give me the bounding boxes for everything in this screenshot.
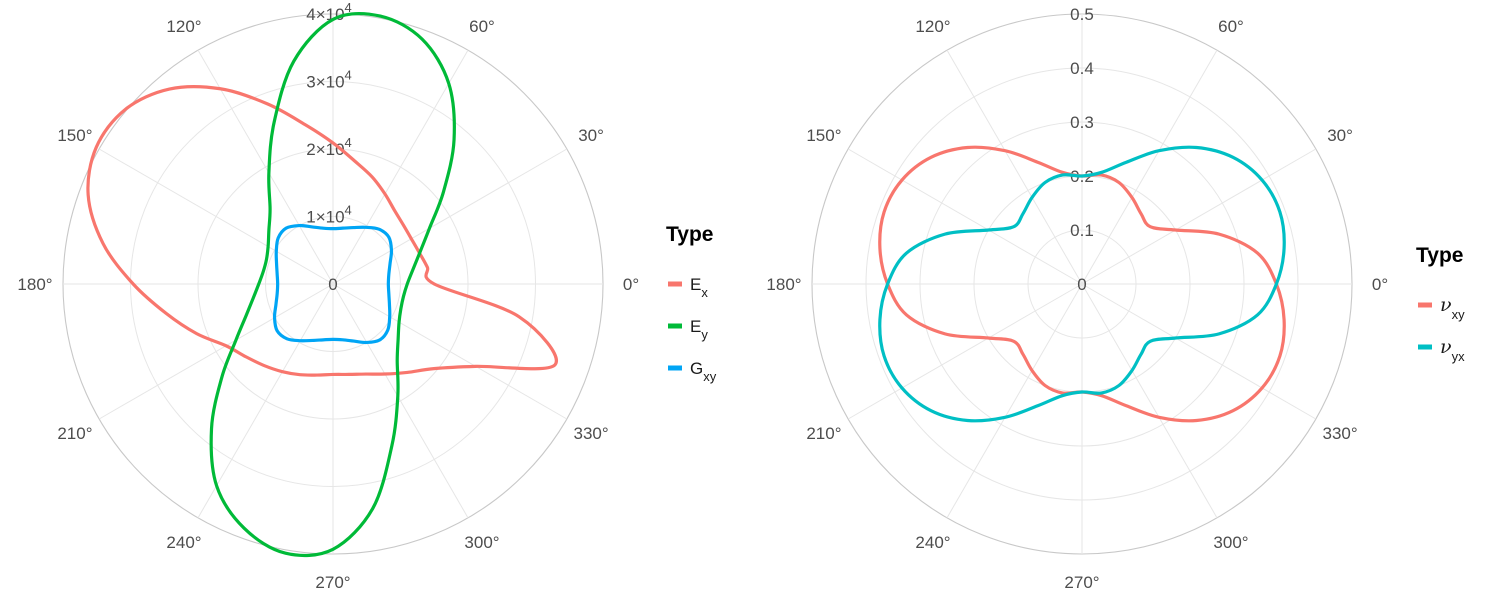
polar-grid-spoke xyxy=(332,283,568,420)
polar-grid-spoke xyxy=(332,283,469,519)
radial-tick-label: 0.4 xyxy=(1070,59,1094,78)
legend-label-Ey: Ey xyxy=(690,317,708,342)
series-line-Ex xyxy=(86,85,558,377)
legend-label-Gxy: Gxy xyxy=(690,359,717,384)
radial-tick-label: 0 xyxy=(328,275,337,294)
radial-tick-label: 0.5 xyxy=(1070,5,1094,24)
angle-tick-label: 210° xyxy=(806,424,841,443)
angle-tick-label: 0° xyxy=(1372,275,1388,294)
angle-tick-label: 0° xyxy=(623,275,639,294)
radial-tick-label: 0.1 xyxy=(1070,221,1094,240)
polar-grid-spoke xyxy=(1081,148,1317,285)
radial-tick-label: 3×104 xyxy=(306,68,352,92)
polar-grid-spoke xyxy=(946,283,1083,519)
legend-label-Ex: Ex xyxy=(690,275,708,300)
angle-tick-label: 30° xyxy=(578,126,604,145)
series-line-Gxy xyxy=(272,223,394,345)
polar-grid-spoke xyxy=(1081,283,1317,420)
angle-tick-label: 60° xyxy=(469,17,495,36)
angle-tick-label: 240° xyxy=(166,533,201,552)
angle-tick-label: 300° xyxy=(464,533,499,552)
radial-tick-label: 0 xyxy=(1077,275,1086,294)
radial-tick-label: 0.3 xyxy=(1070,113,1094,132)
angle-tick-label: 150° xyxy=(806,126,841,145)
polar-grid-spoke xyxy=(847,148,1083,285)
angle-tick-label: 270° xyxy=(315,573,350,592)
angle-tick-label: 330° xyxy=(573,424,608,443)
legend-title: Type xyxy=(666,223,713,246)
radial-tick-label: 1×104 xyxy=(306,203,352,227)
angle-tick-label: 300° xyxy=(1213,533,1248,552)
polar-grid-spoke xyxy=(197,283,334,519)
angle-tick-label: 60° xyxy=(1218,17,1244,36)
legend-label-nuxy: νxy xyxy=(1440,294,1465,322)
polar-grid-spoke xyxy=(946,49,1083,285)
angle-tick-label: 270° xyxy=(1064,573,1099,592)
series-line-Ey xyxy=(209,12,456,558)
legend-label-nuyx: νyx xyxy=(1440,336,1465,364)
angle-tick-label: 180° xyxy=(766,275,801,294)
angle-tick-label: 30° xyxy=(1327,126,1353,145)
polar-grid-spoke xyxy=(332,49,469,285)
left-chart-legend: Type Ex Ey Gxy xyxy=(666,223,717,384)
right-chart-legend: Type νxy νyx xyxy=(1416,244,1465,364)
polar-grid-spoke xyxy=(847,283,1083,420)
left-polar-chart: 0° 30° 60° 120° 150° 180° 210° 240° 270° 300° 330°… xyxy=(17,0,639,592)
polar-grid-spoke xyxy=(332,148,568,285)
polar-grid-spoke xyxy=(1081,49,1218,285)
angle-tick-label: 120° xyxy=(915,17,950,36)
angle-tick-label: 240° xyxy=(915,533,950,552)
polar-grid-spoke xyxy=(98,148,334,285)
series-line-nuyx xyxy=(878,145,1286,423)
legend-title: Type xyxy=(1416,244,1463,267)
angle-tick-label: 150° xyxy=(57,126,92,145)
right-polar-chart: 0° 30° 60° 120° 150° 180° 210° 240° 270° 300° 330°… xyxy=(766,5,1388,592)
angle-tick-label: 120° xyxy=(166,17,201,36)
angle-tick-label: 330° xyxy=(1322,424,1357,443)
polar-grid-spoke xyxy=(1081,283,1218,519)
polar-grid-spoke xyxy=(98,283,334,420)
angle-tick-label: 210° xyxy=(57,424,92,443)
angle-tick-label: 180° xyxy=(17,275,52,294)
